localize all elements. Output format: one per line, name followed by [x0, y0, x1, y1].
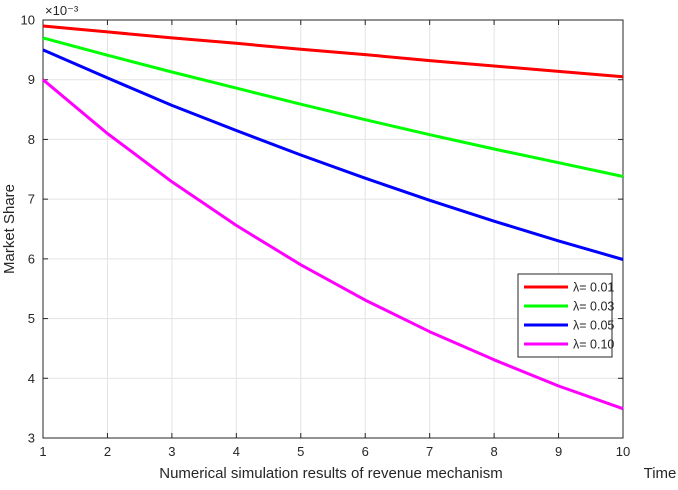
y-axis-title: Market Share	[1, 184, 18, 274]
series-line-3	[42, 48, 624, 261]
plot-area	[42, 19, 624, 439]
x-tick-label: 8	[490, 444, 497, 459]
y-tick-label: 9	[28, 72, 35, 87]
x-axis: 1 2 3 4 5 6 7 8 9 10	[39, 20, 630, 459]
legend: λ= 0.01 λ= 0.03 λ= 0.05 λ= 0.10	[517, 273, 614, 358]
y-tick-label: 5	[28, 311, 35, 326]
series-line-4	[42, 78, 624, 411]
legend-label: λ= 0.01	[573, 281, 614, 295]
series-lines	[42, 24, 624, 411]
x-tick-label: 5	[297, 444, 304, 459]
x-tick-label: 7	[426, 444, 433, 459]
y-tick-label: 4	[28, 371, 35, 386]
y-tick-label: 8	[28, 132, 35, 147]
x-axis-time-label: Time	[644, 465, 677, 482]
x-tick-label: 4	[233, 444, 240, 459]
y-tick-label: 10	[21, 13, 35, 28]
x-tick-label: 9	[555, 444, 562, 459]
x-tick-label: 6	[362, 444, 369, 459]
y-tick-label: 6	[28, 251, 35, 266]
series-line-1	[42, 24, 624, 79]
x-tick-label: 1	[39, 444, 46, 459]
y-tick-label: 7	[28, 192, 35, 207]
series-line-2	[42, 36, 624, 178]
legend-label: λ= 0.10	[573, 338, 614, 352]
y-exponent-label: ×10⁻³	[45, 3, 79, 18]
x-tick-label: 10	[616, 444, 630, 459]
x-tick-label: 3	[168, 444, 175, 459]
legend-label: λ= 0.03	[573, 300, 614, 314]
y-tick-label: 3	[28, 431, 35, 446]
x-axis-title: Numerical simulation results of revenue …	[159, 465, 502, 482]
legend-label: λ= 0.05	[573, 319, 614, 333]
y-axis: 3 4 5 6 7 8 9 10	[21, 13, 623, 446]
x-tick-label: 2	[104, 444, 111, 459]
